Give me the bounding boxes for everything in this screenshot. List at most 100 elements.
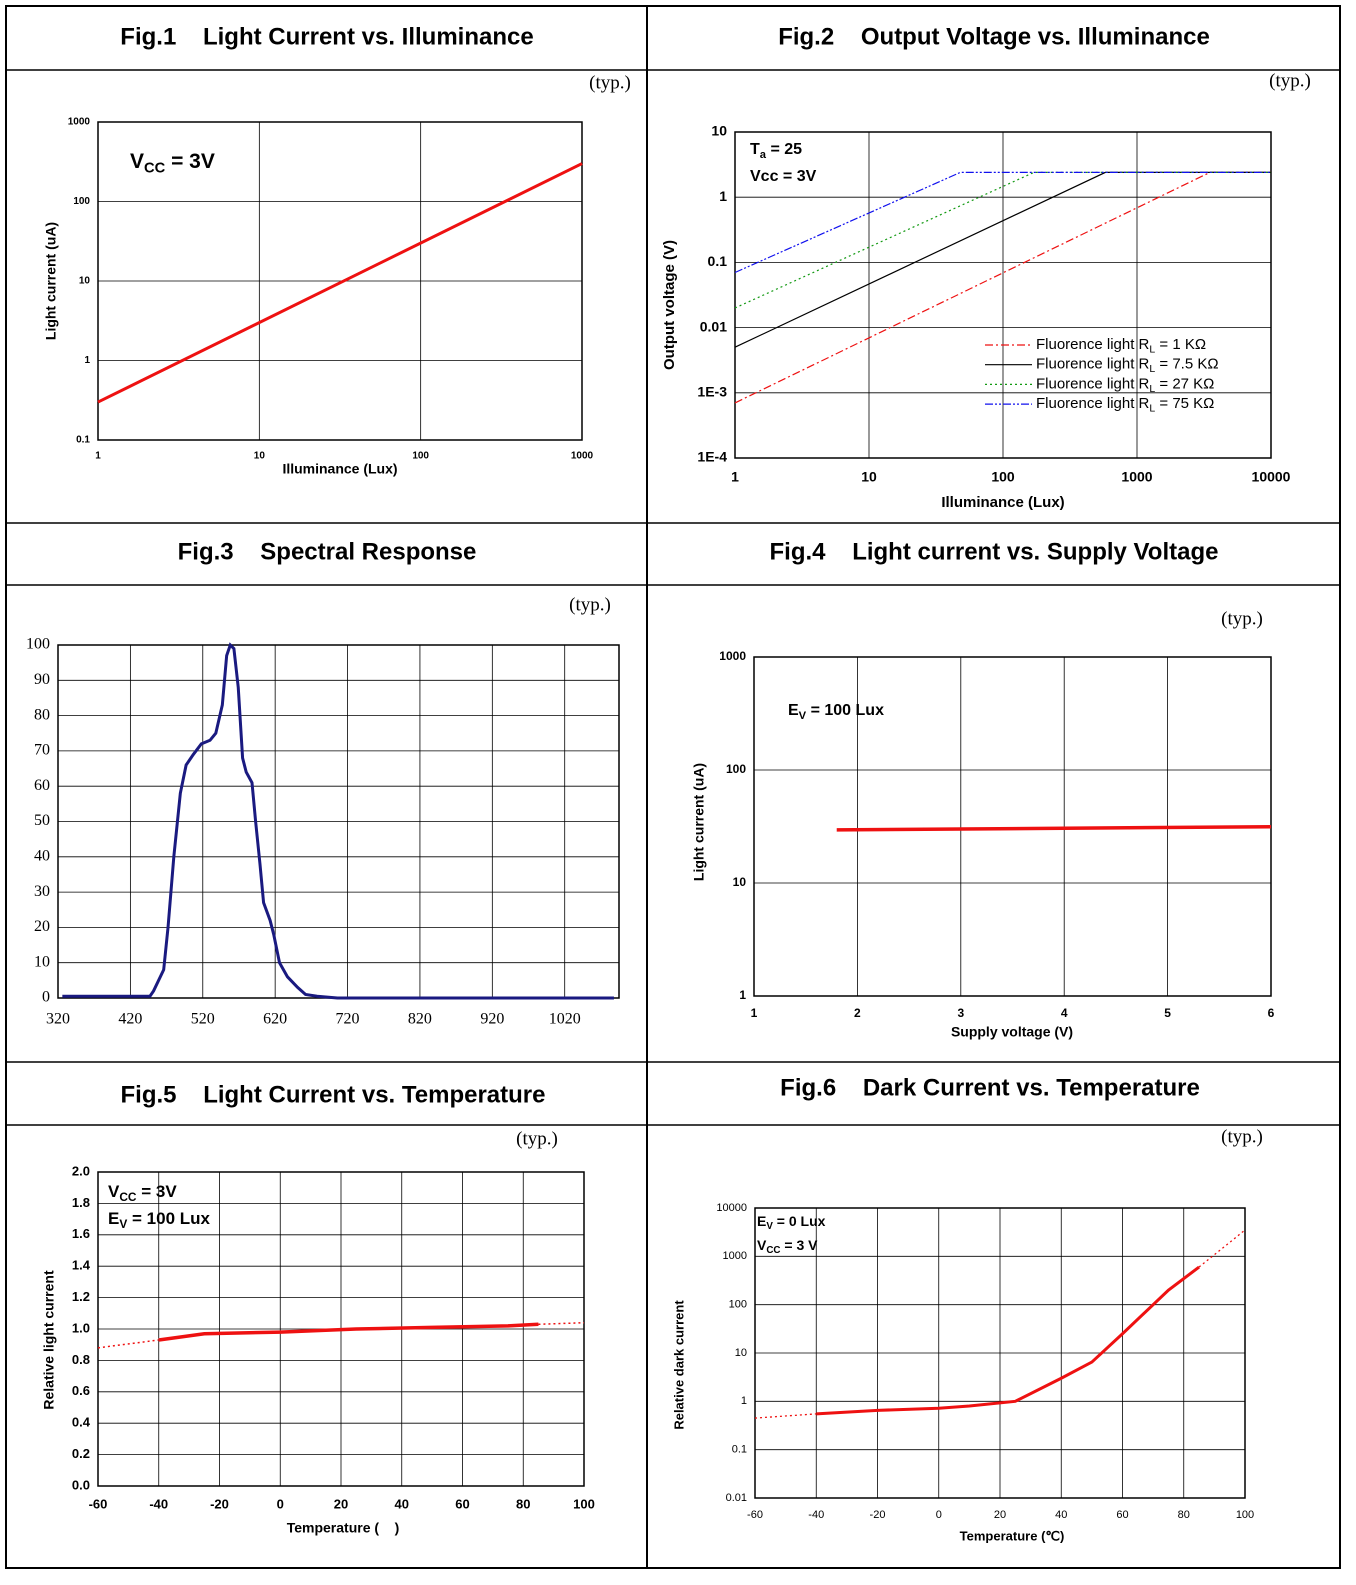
annotation: VCC = 3V [130, 150, 215, 177]
y-tick-label: 1000 [723, 1250, 747, 1262]
y-tick-label: 1E-4 [697, 449, 727, 465]
x-tick-label: 620 [263, 1011, 287, 1028]
y-tick-label: 2.0 [72, 1163, 90, 1178]
data-line [158, 1322, 539, 1342]
x-tick-label: 100 [1236, 1509, 1254, 1521]
annotation: VCC = 3 V [757, 1237, 818, 1256]
text-part: = 100 Lux [806, 702, 884, 719]
x-tick-label: 3 [957, 1006, 964, 1020]
x-tick-label: -20 [870, 1509, 886, 1521]
x-tick-label: 1000 [571, 451, 594, 462]
note: (typ.) [1221, 1126, 1263, 1147]
y-tick-label: 1E-3 [697, 384, 727, 400]
legend-label: Fluorence light RL = 75 KΩ [1036, 395, 1214, 414]
text-part: a [760, 149, 767, 161]
x-axis-label: Temperature (℃) [960, 1528, 1065, 1543]
y-tick-label: 0.0 [72, 1477, 90, 1492]
y-tick-label: 1.0 [72, 1320, 90, 1335]
text-part: L [1149, 383, 1155, 395]
y-tick-label: 10 [735, 1347, 747, 1359]
y-tick-label: 1 [84, 355, 90, 366]
annotation: Ta = 25 [750, 141, 802, 161]
y-tick-label: 0 [42, 989, 50, 1006]
text-part: CC [119, 1190, 137, 1204]
text-part: = 3V [165, 150, 215, 173]
data-line [97, 162, 583, 404]
y-tick-label: 70 [34, 742, 50, 759]
text-part: L [1149, 363, 1155, 375]
x-tick-label: 100 [991, 469, 1015, 485]
x-tick-label: 20 [994, 1509, 1006, 1521]
annotation: Vcc = 3V [750, 168, 817, 185]
x-tick-label: 60 [1116, 1509, 1128, 1521]
text-part: V [766, 1221, 773, 1232]
y-tick-label: 0.1 [732, 1444, 747, 1456]
x-tick-label: 520 [191, 1011, 215, 1028]
text-part: = 0 Lux [773, 1213, 826, 1229]
text-part: = 25 [766, 141, 802, 158]
y-axis-label: Light current (uA) [43, 222, 59, 340]
y-tick-label: 0.6 [72, 1383, 90, 1398]
data-line [62, 642, 614, 1000]
y-tick-label: 20 [34, 918, 50, 935]
y-tick-label: 1.2 [72, 1289, 90, 1304]
x-tick-label: 320 [46, 1011, 70, 1028]
y-tick-label: 100 [26, 636, 50, 653]
x-tick-label: 10000 [1252, 469, 1291, 485]
y-tick-label: 0.01 [700, 318, 727, 334]
x-tick-label: -60 [747, 1509, 763, 1521]
text-part: L [1149, 402, 1155, 414]
y-tick-label: 10 [733, 875, 747, 889]
y-tick-label: 50 [34, 812, 50, 829]
y-tick-label: 0.01 [726, 1492, 747, 1504]
y-tick-label: 90 [34, 671, 50, 688]
x-tick-label: 1 [731, 469, 739, 485]
y-tick-label: 100 [729, 1299, 747, 1311]
text-part: Fluorence light R [1036, 395, 1150, 412]
plot [57, 644, 620, 999]
text-part: = 27 KΩ [1155, 375, 1214, 392]
x-tick-label: 0 [277, 1496, 284, 1511]
data-line [734, 171, 1271, 274]
y-tick-label: 40 [34, 847, 50, 864]
text-part: CC [766, 1245, 780, 1256]
chart-title: Fig.2 Output Voltage vs. Illuminance [778, 23, 1210, 50]
note: (typ.) [516, 1128, 558, 1149]
x-tick-label: 80 [1178, 1509, 1190, 1521]
x-tick-label: 40 [395, 1496, 409, 1511]
annotation: EV = 100 Lux [108, 1209, 211, 1231]
y-tick-label: 0.1 [76, 435, 90, 446]
text-part: Fluorence light R [1036, 336, 1150, 353]
x-tick-label: 1 [751, 1006, 758, 1020]
note: (typ.) [1269, 70, 1311, 91]
x-tick-label: 420 [118, 1011, 142, 1028]
data-line [816, 1265, 1200, 1416]
text-part: E [788, 702, 799, 719]
y-axis-label: Relative dark current [671, 1300, 686, 1430]
y-tick-label: 1.4 [72, 1258, 91, 1273]
x-tick-label: 5 [1164, 1006, 1171, 1020]
y-axis-label: Light current (uA) [691, 763, 707, 881]
x-tick-label: 10 [254, 451, 266, 462]
chart-title: Fig.6 Dark Current vs. Temperature [780, 1074, 1200, 1101]
y-tick-label: 0.1 [708, 253, 728, 269]
y-tick-label: 10 [34, 953, 50, 970]
annotation: EV = 0 Lux [757, 1213, 826, 1232]
text-part: = 75 KΩ [1155, 395, 1214, 412]
text-part: = 100 Lux [127, 1209, 210, 1228]
text-part: Vcc = 3V [750, 168, 817, 185]
x-tick-label: 60 [455, 1496, 469, 1511]
chart-title: Fig.1 Light Current vs. Illuminance [120, 23, 533, 50]
plot [97, 121, 583, 441]
x-tick-label: 100 [412, 451, 429, 462]
y-tick-label: 1000 [719, 649, 746, 663]
x-tick-label: 920 [480, 1011, 504, 1028]
y-tick-label: 0.8 [72, 1352, 90, 1367]
y-tick-label: 100 [726, 762, 746, 776]
x-tick-label: 80 [516, 1496, 530, 1511]
x-tick-label: 0 [936, 1509, 942, 1521]
x-tick-label: 720 [336, 1011, 360, 1028]
y-tick-label: 60 [34, 777, 50, 794]
text-part: V [757, 1237, 767, 1253]
text-part: V [119, 1217, 127, 1231]
